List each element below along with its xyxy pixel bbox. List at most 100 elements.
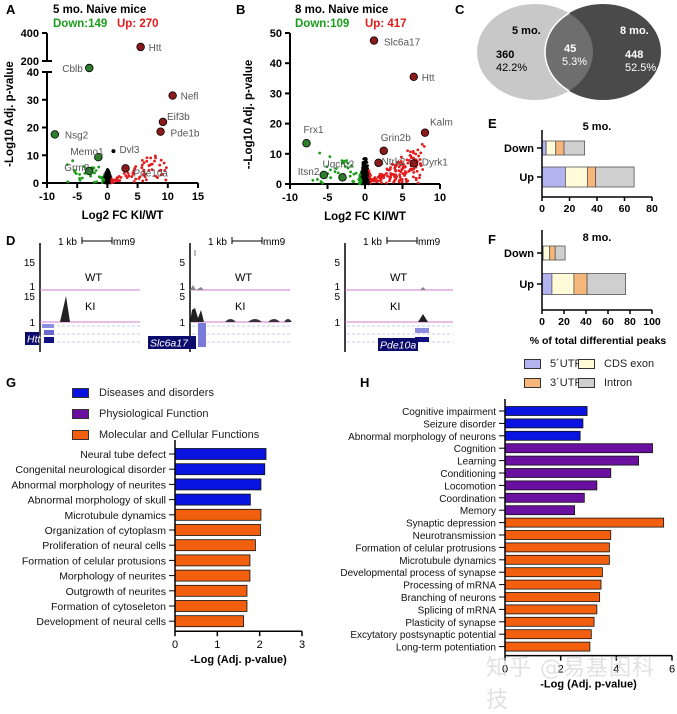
ki-peak	[248, 319, 262, 322]
data-point	[417, 154, 420, 158]
category-label: Long-term potentiation	[396, 643, 496, 654]
x-tick-label: 3	[299, 639, 305, 651]
data-point	[385, 171, 388, 175]
legend-item-utr3: 3´UTR	[524, 377, 582, 389]
data-point	[406, 149, 410, 153]
legend-label: 3´UTR	[550, 377, 583, 389]
category-label: Microtubule dynamics	[399, 556, 496, 567]
bar-segment-intron	[563, 140, 586, 156]
x-axis-label: % of total differential peaks	[530, 335, 667, 347]
data-point	[411, 150, 415, 153]
data-point	[137, 177, 141, 180]
data-point	[80, 176, 84, 180]
category-label: Seizure disorder	[423, 419, 496, 430]
bar-segment-utr5	[541, 273, 553, 295]
exon-block	[44, 330, 54, 335]
highlighted-gene-point	[420, 128, 430, 137]
up-count: Up: 417	[365, 18, 407, 30]
data-point	[89, 174, 93, 178]
panel-letter-b: B	[236, 2, 246, 17]
data-point	[144, 178, 148, 182]
data-point	[336, 171, 340, 175]
highlighted-gene-point	[409, 72, 418, 81]
data-point	[403, 174, 406, 177]
data-point	[143, 175, 147, 179]
data-point	[333, 170, 337, 174]
data-point	[363, 176, 366, 179]
data-point	[378, 176, 382, 180]
data-point	[412, 156, 415, 160]
ki-max-label: 5	[179, 292, 185, 303]
data-point	[366, 164, 369, 167]
highlighted-gene-point	[369, 36, 379, 45]
gene-label: Nefl	[181, 92, 199, 103]
data-point	[418, 158, 422, 161]
data-point	[93, 171, 96, 175]
data-point	[397, 165, 401, 169]
bar	[504, 517, 665, 528]
venn-count-8mo: 448	[625, 49, 643, 61]
point-cloud	[311, 143, 426, 186]
category-label: Excytatory postsynaptic potential	[350, 630, 496, 641]
data-point	[399, 163, 403, 167]
data-point	[399, 155, 403, 159]
category-label: Formation of celular protrusions	[355, 543, 496, 554]
category-label: Synaptic depression	[406, 519, 496, 530]
data-point	[145, 156, 149, 160]
bar	[504, 480, 598, 491]
category-label: Coordination	[439, 494, 496, 505]
data-point	[368, 176, 371, 179]
data-point	[318, 151, 322, 155]
legend-item-diseases: Diseases and disorders	[72, 387, 214, 399]
data-point	[329, 168, 332, 172]
gene-label: Frx1	[304, 125, 324, 136]
up-count: Up: 270	[117, 18, 159, 30]
venn-count-5mo: 360	[496, 49, 514, 61]
wt-peak	[420, 287, 426, 290]
data-point	[361, 161, 365, 164]
exon-block	[44, 337, 54, 343]
data-point	[393, 175, 396, 178]
y-tick-label: 0	[33, 178, 39, 190]
bar	[504, 554, 610, 565]
category-label: Conditioning	[440, 469, 496, 480]
data-point	[400, 180, 404, 184]
data-point	[334, 167, 338, 170]
gene-label-bg	[148, 336, 196, 349]
category-label: Abnormal morphology of skull	[28, 495, 166, 507]
data-point	[118, 179, 122, 182]
category-label: Down	[504, 248, 534, 260]
gene-label: Pde10a	[134, 168, 169, 179]
data-point	[329, 176, 333, 180]
y-tick-label: 30	[270, 88, 282, 100]
highlighted-gene-point	[85, 166, 94, 176]
data-point	[105, 176, 108, 179]
data-point	[367, 169, 371, 173]
category-label: Outgrowth of neurites	[66, 586, 166, 598]
gene-label: Uqcrc2	[323, 159, 355, 170]
data-point	[164, 178, 168, 182]
bar-segment-intron	[595, 166, 635, 188]
panel-letter-g: G	[6, 375, 17, 390]
data-point	[140, 163, 144, 167]
panel-letter-d: D	[6, 233, 16, 248]
category-label: Up	[519, 279, 534, 291]
data-point	[106, 167, 109, 171]
data-point	[361, 168, 365, 172]
point-cloud	[65, 154, 168, 185]
data-point	[422, 145, 426, 148]
wt-label: WT	[85, 272, 102, 284]
wt-min-label: 1	[334, 282, 340, 293]
gene-label: Eif3b	[167, 112, 190, 123]
highlighted-gene-point	[319, 170, 328, 180]
x-tick-label: 0	[362, 192, 368, 204]
bar	[504, 492, 585, 503]
bar-segment-utr3	[555, 140, 565, 156]
data-point	[145, 159, 149, 163]
data-point	[115, 176, 119, 180]
legend-label: Diseases and disorders	[99, 387, 214, 399]
data-point	[385, 181, 388, 185]
x-tick-label: 80	[646, 203, 658, 215]
